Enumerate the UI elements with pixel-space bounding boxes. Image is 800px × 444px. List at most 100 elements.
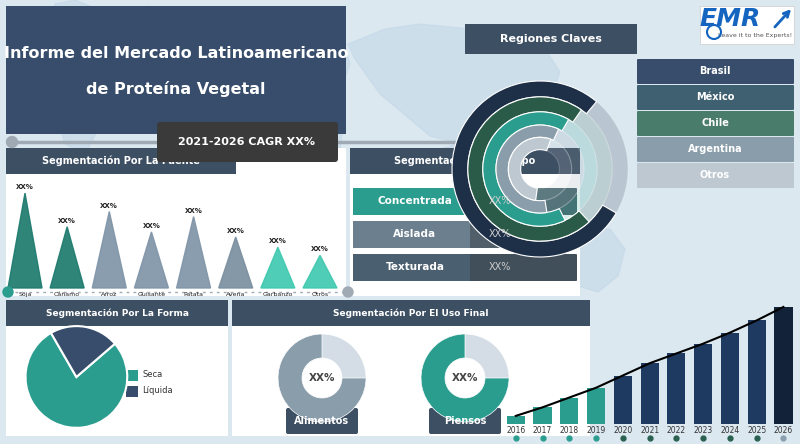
Text: 2021-2026 CAGR XX%: 2021-2026 CAGR XX% <box>178 137 315 147</box>
Bar <box>774 307 793 424</box>
Text: XX%: XX% <box>226 228 245 234</box>
Wedge shape <box>452 81 616 257</box>
FancyBboxPatch shape <box>6 148 346 296</box>
Text: XX%: XX% <box>489 262 511 272</box>
Bar <box>587 388 605 424</box>
Text: Regiones Claves: Regiones Claves <box>500 34 602 44</box>
Wedge shape <box>508 137 551 200</box>
Text: Texturada: Texturada <box>386 262 445 272</box>
FancyBboxPatch shape <box>6 148 236 174</box>
Text: XX%: XX% <box>100 202 118 209</box>
Text: XX%: XX% <box>269 238 286 244</box>
Polygon shape <box>218 237 253 288</box>
Bar <box>747 321 766 424</box>
Wedge shape <box>468 97 590 241</box>
FancyBboxPatch shape <box>350 148 580 296</box>
Wedge shape <box>421 334 509 422</box>
Text: XX%: XX% <box>489 229 511 239</box>
Bar <box>721 333 739 424</box>
Text: XX%: XX% <box>311 246 329 252</box>
Text: XX%: XX% <box>489 196 511 206</box>
Text: Soja: Soja <box>18 292 32 297</box>
Text: Seca: Seca <box>142 370 162 380</box>
Text: Segmentación Por El Uso Final: Segmentación Por El Uso Final <box>334 308 489 318</box>
FancyBboxPatch shape <box>465 24 637 54</box>
Polygon shape <box>505 144 555 196</box>
Text: Otros: Otros <box>311 292 329 297</box>
Wedge shape <box>586 102 628 213</box>
FancyBboxPatch shape <box>353 221 470 248</box>
Polygon shape <box>128 6 152 34</box>
Wedge shape <box>26 333 127 428</box>
FancyBboxPatch shape <box>350 148 580 174</box>
FancyBboxPatch shape <box>637 59 794 84</box>
Circle shape <box>6 136 18 147</box>
Polygon shape <box>134 232 169 288</box>
Bar <box>614 376 632 424</box>
Circle shape <box>343 287 353 297</box>
Bar <box>534 407 552 424</box>
Wedge shape <box>573 110 612 222</box>
Bar <box>126 370 138 381</box>
Bar <box>506 416 525 424</box>
Polygon shape <box>305 39 350 99</box>
Bar <box>667 353 686 424</box>
Wedge shape <box>496 125 558 213</box>
Text: Otros: Otros <box>700 170 730 180</box>
FancyBboxPatch shape <box>353 188 470 215</box>
Polygon shape <box>300 94 345 199</box>
Polygon shape <box>58 149 105 264</box>
FancyBboxPatch shape <box>232 300 590 436</box>
Polygon shape <box>50 227 84 288</box>
Text: de Proteína Vegetal: de Proteína Vegetal <box>86 81 266 97</box>
Text: Segmentación Por La Forma: Segmentación Por La Forma <box>46 308 189 318</box>
Polygon shape <box>8 193 42 288</box>
Text: Piensos: Piensos <box>444 416 486 426</box>
FancyBboxPatch shape <box>353 221 577 248</box>
Wedge shape <box>559 119 597 220</box>
Wedge shape <box>483 112 569 226</box>
Wedge shape <box>51 326 115 377</box>
Text: XX%: XX% <box>452 373 478 383</box>
Circle shape <box>3 287 13 297</box>
Text: Cáñamo: Cáñamo <box>54 292 80 297</box>
FancyBboxPatch shape <box>429 408 501 434</box>
FancyBboxPatch shape <box>353 254 470 281</box>
Text: Argentina: Argentina <box>688 144 742 154</box>
Bar <box>126 386 138 397</box>
Text: XX%: XX% <box>309 373 335 383</box>
Wedge shape <box>545 129 584 213</box>
Wedge shape <box>421 334 509 422</box>
FancyBboxPatch shape <box>700 6 794 44</box>
Text: XX%: XX% <box>185 208 202 214</box>
FancyBboxPatch shape <box>6 300 228 436</box>
Wedge shape <box>535 139 572 201</box>
Polygon shape <box>303 255 337 288</box>
FancyBboxPatch shape <box>353 188 577 215</box>
Circle shape <box>534 136 546 147</box>
Bar <box>560 397 578 424</box>
Text: EMR: EMR <box>699 7 761 31</box>
Polygon shape <box>177 217 210 288</box>
Wedge shape <box>278 334 366 422</box>
Text: Avena: Avena <box>226 292 246 297</box>
Wedge shape <box>278 334 366 422</box>
Text: Concentrada: Concentrada <box>378 196 453 206</box>
Text: XX%: XX% <box>16 184 34 190</box>
FancyBboxPatch shape <box>286 408 358 434</box>
FancyBboxPatch shape <box>6 300 228 326</box>
Polygon shape <box>348 24 560 149</box>
FancyBboxPatch shape <box>353 254 577 281</box>
Text: XX%: XX% <box>142 223 160 229</box>
Polygon shape <box>261 247 295 288</box>
Text: Guisante: Guisante <box>138 292 166 297</box>
FancyBboxPatch shape <box>637 137 794 162</box>
FancyBboxPatch shape <box>6 6 346 134</box>
Text: Alimentos: Alimentos <box>294 416 350 426</box>
FancyBboxPatch shape <box>157 122 338 162</box>
Text: XX%: XX% <box>58 218 76 224</box>
Bar <box>694 344 712 424</box>
Bar <box>641 363 658 424</box>
Polygon shape <box>40 0 112 154</box>
Text: Chile: Chile <box>701 118 729 128</box>
